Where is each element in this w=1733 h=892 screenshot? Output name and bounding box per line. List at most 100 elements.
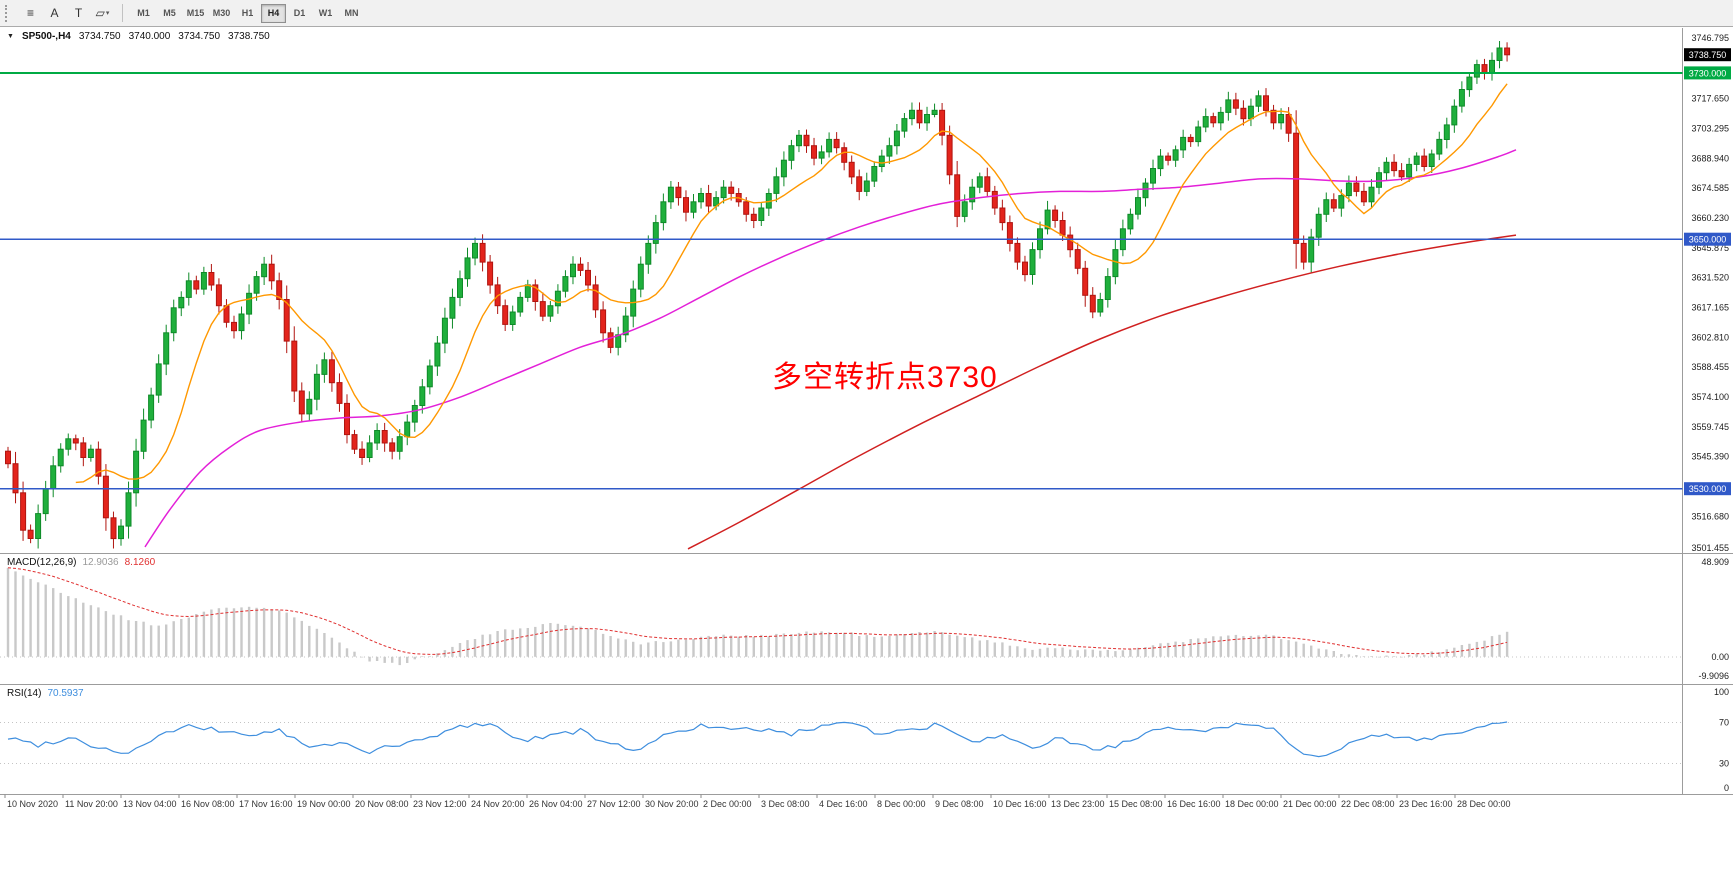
timeframe-group: M1 M5 M15 M30 H1 H4 D1 W1 MN [131,3,364,23]
rsi-axis-label: 30 [1719,758,1729,768]
chevron-down-icon: ▾ [105,10,110,17]
timeframe-mn[interactable]: MN [344,8,359,18]
price-axis-label: 3703.295 [1691,123,1729,133]
macd-name: MACD(12,26,9) [7,557,77,568]
text-annotation-icon[interactable]: A [50,6,59,20]
price-badge-label: 3650.000 [1689,235,1727,245]
mid-ma-line [144,149,1517,548]
price-badge [1684,482,1731,496]
time-axis-label: 30 Nov 20:00 [645,799,699,809]
macd-axis-label: 48.909 [1701,557,1729,567]
price-badge [1684,232,1731,246]
price-axis-label: 3660.230 [1691,213,1729,223]
price-badge [1684,66,1731,80]
price-axis-label: 3588.455 [1691,362,1729,372]
time-axis-label: 16 Nov 08:00 [181,799,235,809]
timeframe-m30[interactable]: M30 [212,8,231,18]
rsi-name: RSI(14) [7,688,42,699]
timeframe-w1[interactable]: W1 [318,8,333,18]
macd-indicator-label: MACD(12,26,9) 12.9036 8.1260 [7,557,161,568]
time-axis[interactable]: 10 Nov 2020 11 Nov 20:00 13 Nov 04:00 16 No… [4,794,1511,810]
rsi-axis-label: 100 [1714,687,1729,697]
time-axis-label: 9 Dec 08:00 [935,799,984,809]
time-axis-label: 17 Nov 16:00 [239,799,293,809]
rsi-indicator-label: RSI(14) 70.5937 [7,688,90,699]
price-badge [1684,48,1731,62]
macd-axis-label: -9.9096 [1698,671,1729,681]
time-axis-label: 21 Dec 00:00 [1283,799,1337,809]
chart-annotation-text[interactable]: 多空转折点3730 [772,361,998,394]
price-axis-label: 3602.810 [1691,332,1729,342]
time-axis-label: 23 Nov 12:00 [413,799,467,809]
macd-main-value: 12.9036 [82,557,119,568]
timeframe-h4[interactable]: H4 [261,3,286,23]
timeframe-m1[interactable]: M1 [137,8,150,18]
price-badge-label: 3730.000 [1689,68,1727,78]
price-axis-label: 3545.390 [1691,452,1729,462]
timeframe-h1[interactable]: H1 [241,8,254,18]
time-axis-label: 11 Nov 20:00 [65,799,118,809]
time-axis-label: 23 Dec 16:00 [1399,799,1453,809]
fast-ma-line [75,83,1508,484]
price-axis-label: 3516.680 [1691,511,1729,521]
rsi-axis-label: 0 [1724,783,1729,793]
drawing-tools-group: ≡ A T ▱ ▾ [19,2,114,24]
rsi-line [7,721,1508,758]
time-axis-label: 28 Dec 00:00 [1457,799,1511,809]
macd-signal-line [7,567,1508,655]
time-axis-label: 10 Dec 16:00 [993,799,1047,809]
rsi-axis-label: 70 [1719,718,1729,728]
ohlc-close: 3738.750 [228,31,270,42]
rsi-panel[interactable] [0,721,1683,764]
main-chart-panel[interactable] [0,41,1683,550]
ohlc-low: 3734.750 [178,31,221,42]
price-axis-label: 3674.585 [1691,183,1729,193]
ohlc-high: 3740.000 [128,31,171,42]
price-axis-label: 3501.455 [1691,543,1729,553]
slow-ma-line [687,234,1517,550]
timeframe-m15[interactable]: M15 [186,8,205,18]
time-axis-label: 24 Nov 20:00 [471,799,525,809]
time-axis-label: 20 Nov 08:00 [355,799,409,809]
time-axis-label: 3 Dec 08:00 [761,799,810,809]
ohlc-open: 3734.750 [78,31,121,42]
time-axis-label: 13 Nov 04:00 [123,799,177,809]
toolbar-grip[interactable] [5,4,12,22]
chart-list-icon[interactable]: ≡ [26,6,34,20]
chart-header: ▼ SP500-,H4 3734.750 3740.000 3734.750 3… [7,31,270,42]
timeframe-d1[interactable]: D1 [293,8,306,18]
toolbar-separator [122,4,123,22]
price-axis-label: 3717.650 [1691,94,1729,104]
drawing-tools-icon[interactable]: ▱ ▾ [95,6,110,20]
time-axis-label: 22 Dec 08:00 [1341,799,1395,809]
time-axis-label: 18 Dec 00:00 [1225,799,1279,809]
price-axis-label: 3559.745 [1691,422,1729,432]
moving-averages [75,83,1517,550]
macd-histogram [6,567,1509,666]
price-axis[interactable]: 3746.795 3717.650 3703.295 3688.940 3674.585… [1684,33,1731,793]
collapse-arrow-icon[interactable]: ▼ [7,33,14,40]
time-axis-label: 19 Nov 00:00 [297,799,351,809]
price-axis-label: 3631.520 [1691,273,1729,283]
time-axis-label: 27 Nov 12:00 [587,799,641,809]
timeframe-m5[interactable]: M5 [163,8,176,18]
price-badge-label: 3738.750 [1689,50,1727,60]
price-axis-label: 3688.940 [1691,153,1729,163]
price-axis-label: 3617.165 [1691,302,1729,312]
label-tool-icon[interactable]: T [74,6,83,20]
time-axis-label: 2 Dec 00:00 [703,799,752,809]
time-axis-label: 26 Nov 04:00 [529,799,583,809]
time-axis-label: 15 Dec 08:00 [1109,799,1163,809]
time-axis-label: 8 Dec 00:00 [877,799,926,809]
candlestick-series [5,41,1511,549]
time-axis-label: 4 Dec 16:00 [819,799,868,809]
rsi-value: 70.5937 [47,688,84,699]
macd-signal-value: 8.1260 [124,557,156,568]
time-axis-label: 10 Nov 2020 [7,799,58,809]
price-axis-label: 3574.100 [1691,392,1729,402]
price-axis-label: 3746.795 [1691,33,1729,43]
macd-panel[interactable] [0,567,1683,666]
time-axis-label: 13 Dec 23:00 [1051,799,1105,809]
